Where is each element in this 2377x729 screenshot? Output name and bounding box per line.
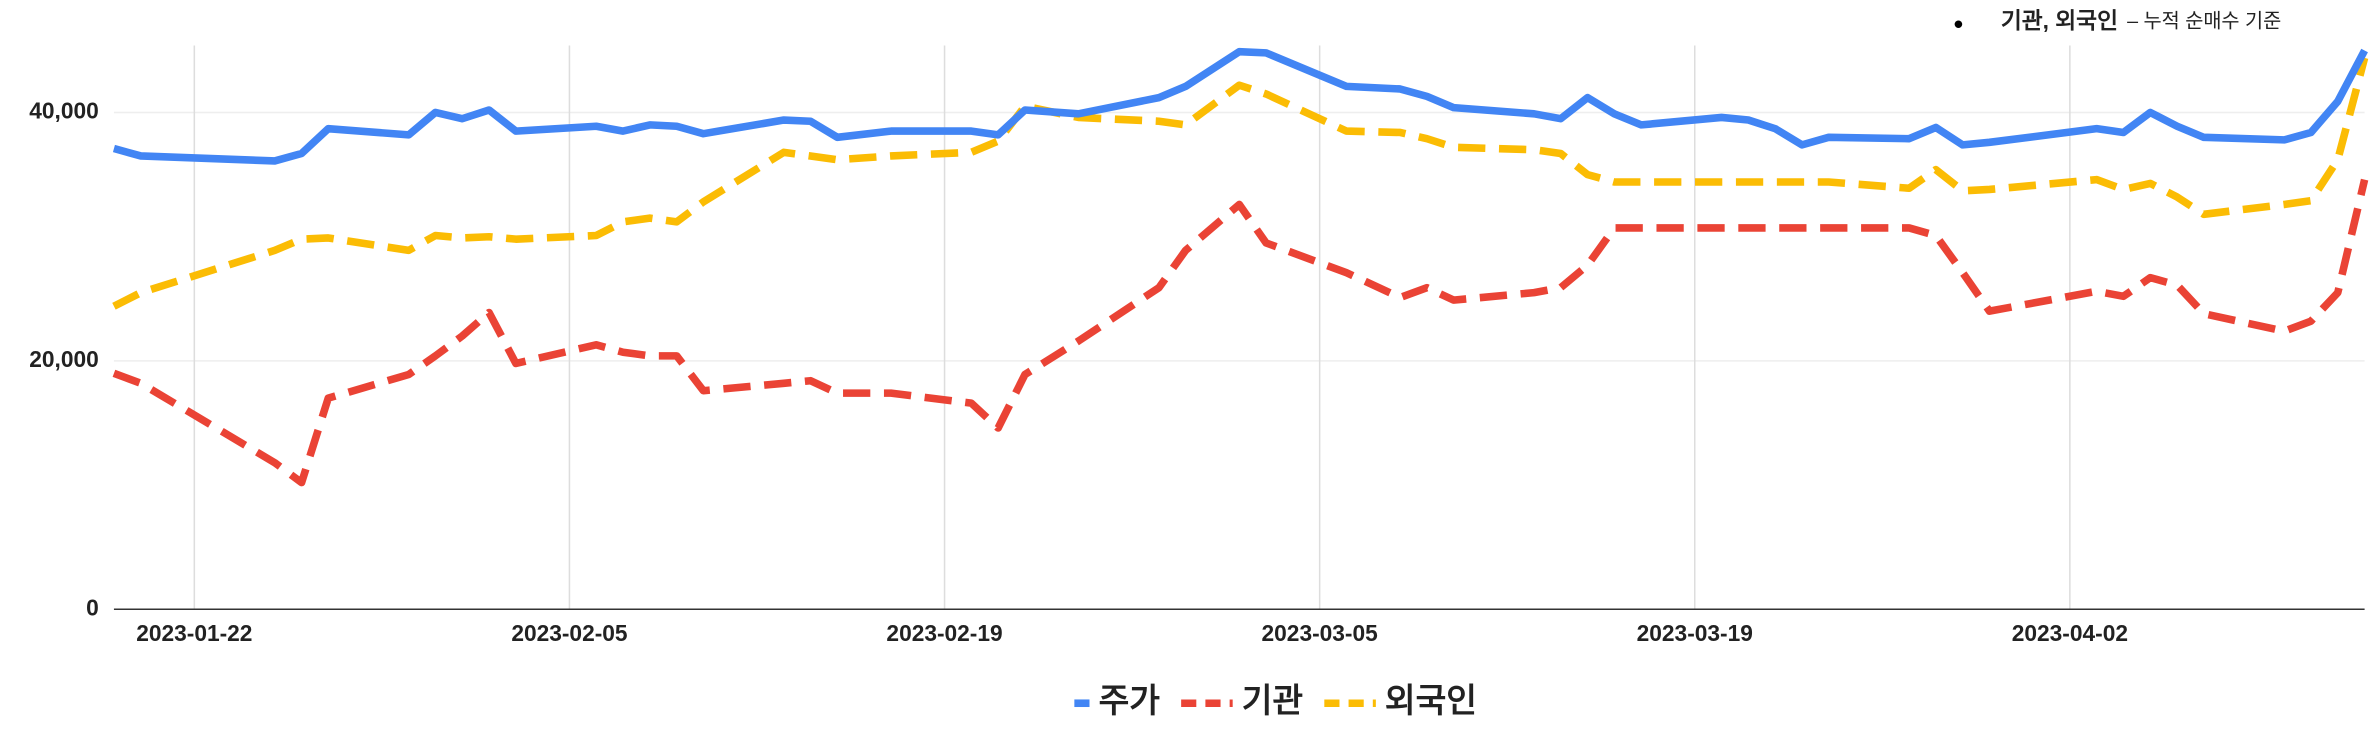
x-tick-label: 2023-02-05 — [511, 620, 627, 646]
series-line — [112, 56, 2369, 310]
y-tick-label: 20,000 — [29, 346, 98, 372]
y-tick-label: 40,000 — [29, 98, 98, 124]
annotation-note: – 누적 순매수 기준 — [2127, 11, 2281, 33]
x-tick-label: 2023-01-22 — [136, 620, 252, 646]
legend-label: 기관 — [1242, 683, 1303, 720]
x-tick-label: 2023-03-19 — [1637, 620, 1753, 646]
x-tick-label: 2023-02-19 — [886, 620, 1002, 646]
x-tick-label: 2023-03-05 — [1262, 620, 1378, 646]
x-tick-label: 2023-04-02 — [2012, 620, 2128, 646]
series-line — [112, 47, 2368, 165]
series-line — [112, 178, 2369, 487]
annotation-bullet — [1954, 20, 1963, 29]
legend: 주가 기관 외국인 — [1074, 683, 1477, 720]
y-tick-label: 0 — [86, 594, 99, 620]
legend-label: 주가 — [1099, 683, 1161, 720]
legend-label: 외국인 — [1385, 683, 1477, 720]
annotation: 기관, 외국인 – 누적 순매수 기준 — [2001, 8, 2281, 34]
annotation-main: 기관, 외국인 — [2001, 8, 2118, 34]
